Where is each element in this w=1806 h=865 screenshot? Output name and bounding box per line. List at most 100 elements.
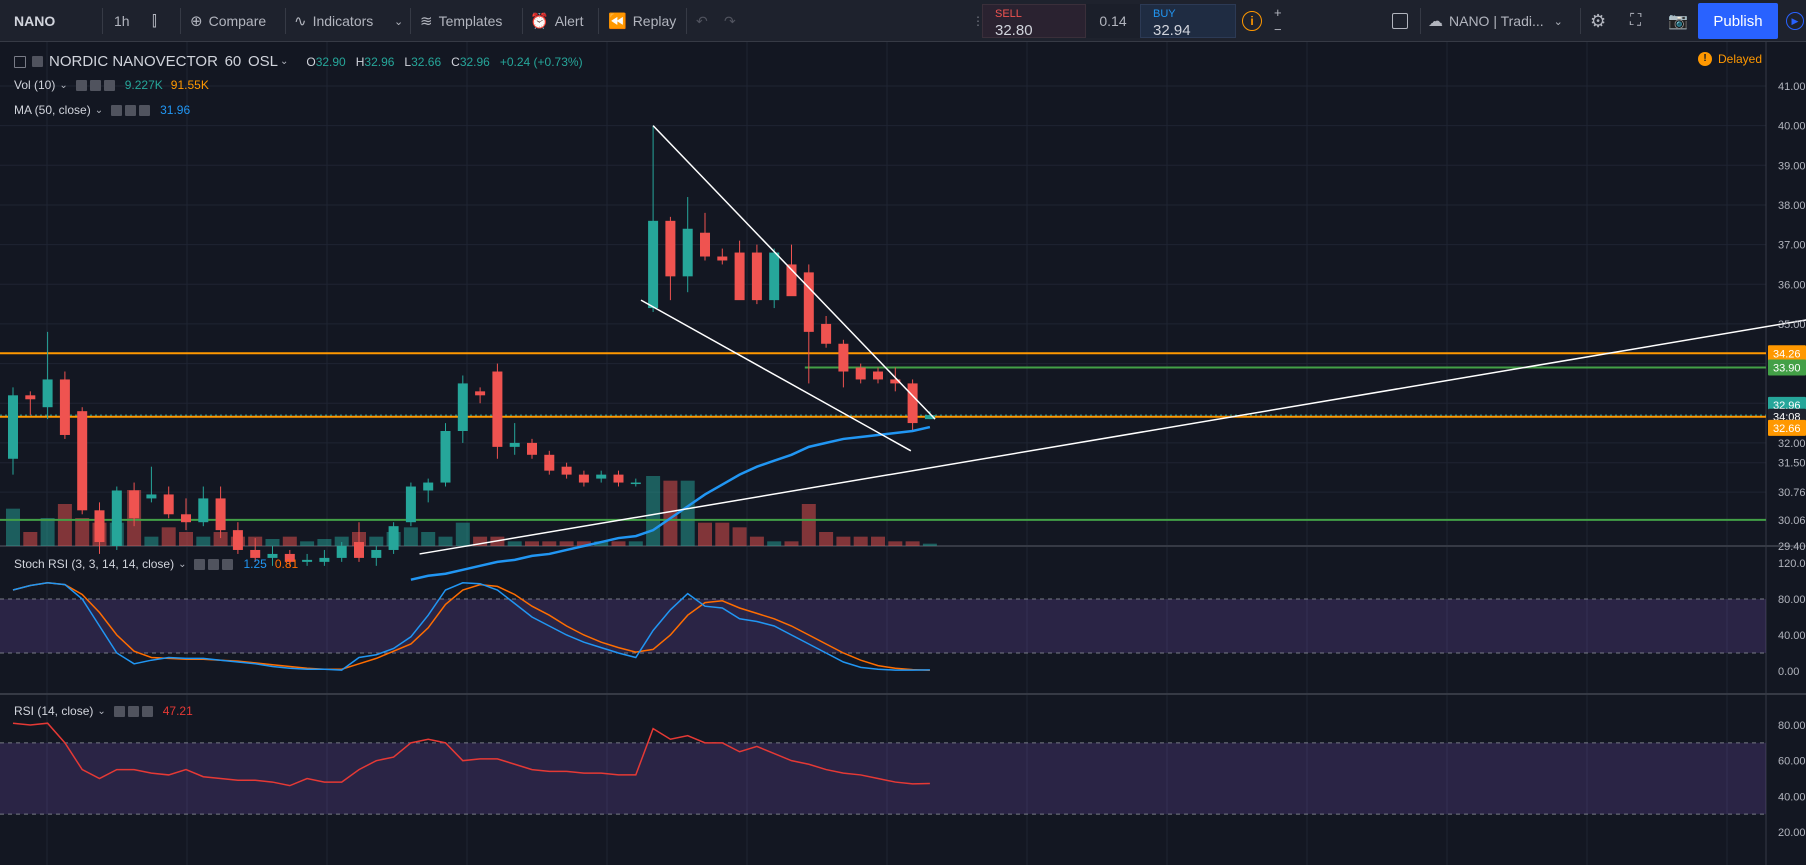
- candle-body: [457, 383, 468, 431]
- layout-name-button[interactable]: ☁ NANO | Tradi... ⌄: [1428, 0, 1563, 42]
- gear-icon[interactable]: [208, 558, 220, 570]
- candle-body: [924, 415, 935, 420]
- ma-chevron-icon[interactable]: ⌄: [94, 104, 104, 116]
- decrease-quantity-icon[interactable]: −: [1274, 22, 1282, 37]
- high-label: H: [355, 54, 365, 69]
- candle-body: [769, 252, 780, 301]
- price-axis-label: 37.00: [1778, 240, 1806, 252]
- candle-body: [855, 367, 866, 380]
- collapse-legend-icon[interactable]: [14, 55, 26, 68]
- volume-bar: [594, 541, 609, 546]
- price-axis-label: 36.00: [1778, 279, 1806, 291]
- stoch-axis-label: 120.00: [1778, 558, 1806, 570]
- info-icon[interactable]: i: [1242, 0, 1262, 42]
- ma-line: [410, 425, 931, 581]
- rsi-axis-label: 20.00: [1778, 827, 1806, 839]
- candle-body: [94, 510, 105, 543]
- volume-bar: [853, 536, 868, 546]
- trendline: [640, 299, 912, 452]
- delayed-badge[interactable]: ! Delayed: [1698, 52, 1762, 66]
- compare-button[interactable]: ⊕ Compare: [190, 0, 266, 42]
- price-axis-label: 29.40: [1778, 541, 1806, 553]
- replay-button[interactable]: ⏪ Replay: [608, 0, 676, 42]
- candle-body: [405, 486, 416, 523]
- replay-play-icon[interactable]: ▶: [1786, 0, 1804, 42]
- eye-icon[interactable]: [113, 705, 125, 717]
- candle-body: [440, 431, 451, 483]
- volume-bar: [421, 532, 436, 546]
- volume-bar: [767, 541, 782, 546]
- candle-body: [8, 395, 18, 459]
- rsi-band: [0, 742, 1766, 815]
- stoch-chevron-icon[interactable]: ⌄: [178, 558, 187, 570]
- volume-bar: [784, 541, 799, 546]
- volume-bar: [888, 541, 903, 546]
- close-icon[interactable]: [141, 705, 153, 717]
- candle-body: [250, 549, 261, 558]
- gear-icon[interactable]: [125, 104, 137, 116]
- candle-body: [42, 379, 53, 408]
- close-icon[interactable]: [222, 558, 234, 570]
- rsi-chevron-icon[interactable]: ⌄: [97, 705, 106, 717]
- fullscreen-icon[interactable]: ⛶: [1630, 12, 1642, 29]
- eye-icon[interactable]: [194, 558, 206, 570]
- candle-body: [527, 442, 537, 455]
- undo-icon[interactable]: ↶: [696, 12, 708, 29]
- close-icon[interactable]: [103, 79, 115, 91]
- publish-button[interactable]: Publish: [1698, 3, 1778, 39]
- legend-chevron-icon[interactable]: ⌄: [279, 56, 289, 67]
- candle-body: [596, 474, 607, 479]
- price-tag-label: 34.26: [1773, 348, 1801, 360]
- volume-chevron-icon[interactable]: ⌄: [59, 79, 68, 91]
- candle-body: [336, 546, 347, 558]
- select-layout-icon[interactable]: [1392, 0, 1408, 42]
- increase-quantity-icon[interactable]: +: [1274, 5, 1282, 20]
- rsi-line: [12, 722, 930, 787]
- camera-icon[interactable]: 📷: [1668, 13, 1688, 30]
- rewind-icon: ⏪: [608, 13, 627, 30]
- templates-button[interactable]: ≋ Templates: [420, 0, 502, 42]
- rsi-legend: RSI (14, close) ⌄ 47.21: [14, 704, 193, 718]
- volume-bar: [628, 541, 643, 546]
- rsi-axis-label: 60.00: [1778, 756, 1806, 768]
- symbol-search[interactable]: NANO: [14, 13, 56, 29]
- volume-label: Vol (10): [14, 78, 56, 92]
- volume-bar: [749, 536, 764, 546]
- gear-icon[interactable]: [127, 705, 139, 717]
- candle-body: [198, 498, 209, 523]
- price-tag-label: 33.90: [1773, 363, 1801, 375]
- volume-bar: [559, 541, 574, 546]
- volume-bar: [732, 527, 747, 546]
- price-chart[interactable]: 41.0040.0039.0038.0037.0036.0035.0034.00…: [0, 42, 1806, 865]
- stoch-d-value: 0.81: [274, 557, 299, 571]
- indicators-dropdown-icon[interactable]: ⌄: [394, 15, 404, 28]
- candle-body: [509, 442, 520, 447]
- candles-chart-type-icon[interactable]: ⫿: [152, 12, 157, 30]
- eye-icon[interactable]: [111, 104, 123, 116]
- candle-body: [734, 252, 745, 301]
- volume-bar: [663, 480, 678, 546]
- price-tag: [1768, 359, 1806, 376]
- settings-gear-icon[interactable]: ⚙: [1590, 10, 1607, 31]
- candle-body: [111, 490, 122, 546]
- candle-body: [803, 272, 814, 332]
- price-axis-label: 32.00: [1778, 438, 1806, 450]
- rsi-value: 47.21: [162, 704, 193, 718]
- redo-icon[interactable]: ↷: [724, 12, 736, 29]
- eye-icon[interactable]: [75, 79, 87, 91]
- toolbar-divider: [522, 8, 523, 34]
- volume-bar: [23, 532, 38, 546]
- volume-bar: [403, 527, 418, 546]
- buy-button[interactable]: BUY 32.94: [1140, 4, 1236, 39]
- alert-button[interactable]: ⏰ Alert: [530, 0, 583, 42]
- close-icon[interactable]: [139, 104, 151, 116]
- indicators-button[interactable]: ∿ Indicators: [294, 0, 373, 42]
- candle-body: [821, 323, 832, 344]
- gear-icon[interactable]: [89, 79, 101, 91]
- candle-body: [838, 343, 849, 372]
- sell-button[interactable]: SELL 32.80: [982, 4, 1086, 39]
- ma-label: MA (50, close): [14, 103, 91, 117]
- interval-button[interactable]: 1h: [114, 13, 130, 29]
- layout-name: NANO | Tradi...: [1449, 13, 1544, 29]
- price-axis-label: 38.00: [1778, 200, 1806, 212]
